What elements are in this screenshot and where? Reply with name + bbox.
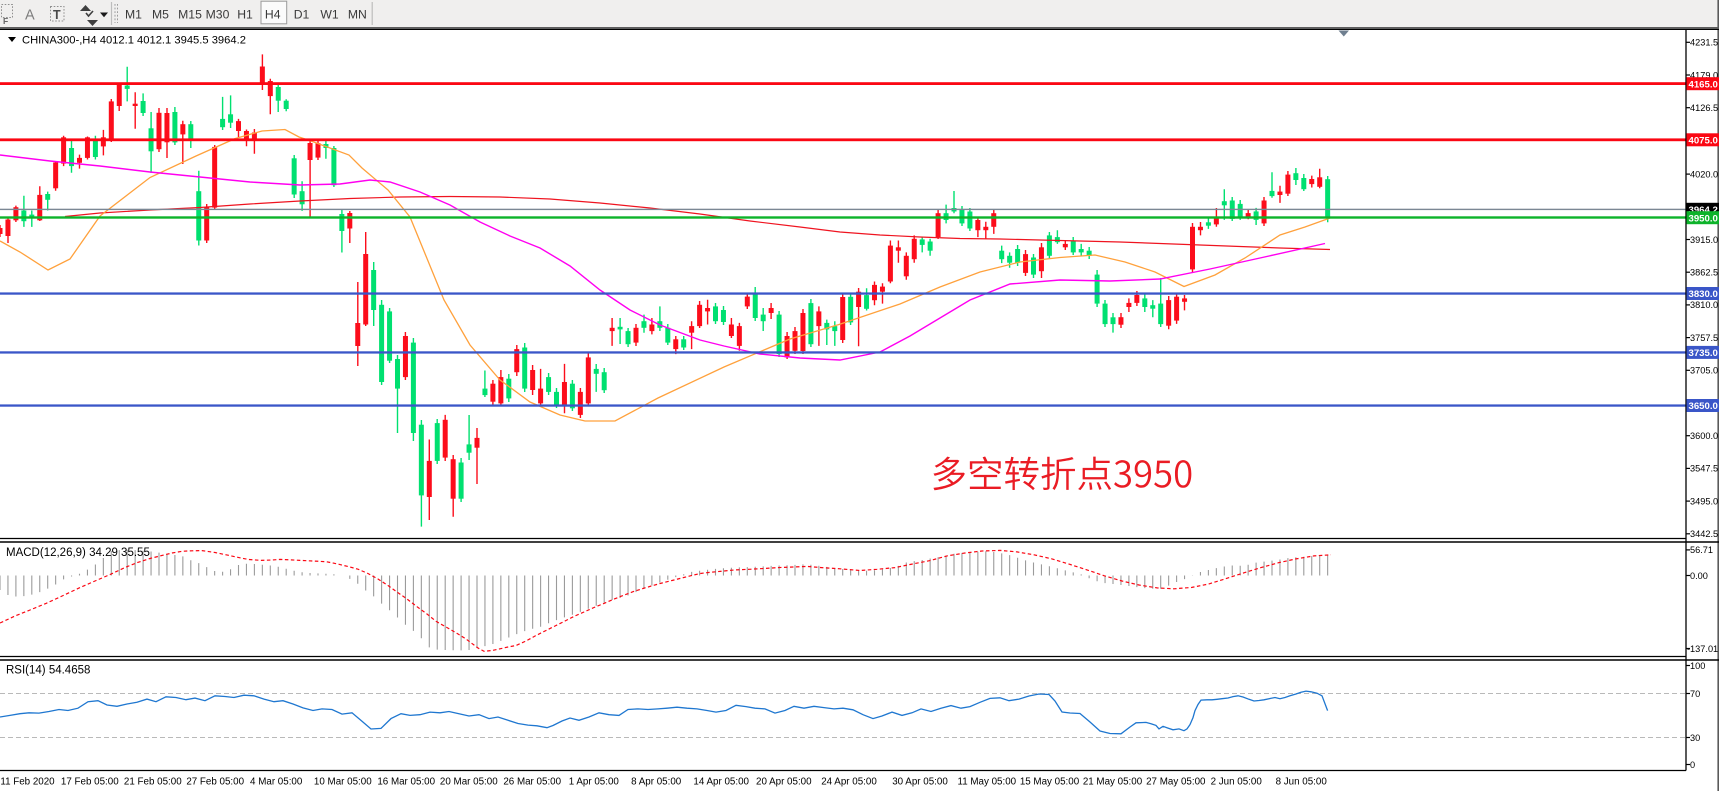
svg-text:30: 30 (1690, 733, 1700, 743)
svg-text:3810.0: 3810.0 (1690, 300, 1718, 310)
svg-text:W1: W1 (320, 8, 339, 22)
svg-text:11 May 05:00: 11 May 05:00 (957, 777, 1016, 788)
svg-text:30 Apr 05:00: 30 Apr 05:00 (892, 777, 948, 788)
svg-text:F: F (3, 16, 8, 26)
svg-text:14 Apr 05:00: 14 Apr 05:00 (693, 777, 749, 788)
svg-text:2 Jun 05:00: 2 Jun 05:00 (1211, 777, 1263, 788)
svg-text:10 Mar 05:00: 10 Mar 05:00 (314, 777, 372, 788)
svg-text:M15: M15 (178, 8, 202, 22)
svg-text:8 Jun 05:00: 8 Jun 05:00 (1276, 777, 1328, 788)
svg-text:70: 70 (1690, 689, 1700, 699)
svg-text:4179.0: 4179.0 (1690, 70, 1718, 80)
svg-text:100: 100 (1690, 661, 1705, 671)
svg-text:24 Apr 05:00: 24 Apr 05:00 (821, 777, 877, 788)
svg-text:26 Mar 05:00: 26 Mar 05:00 (503, 777, 561, 788)
svg-text:3915.0: 3915.0 (1690, 235, 1718, 245)
svg-text:27 May 05:00: 27 May 05:00 (1146, 777, 1206, 788)
svg-text:M30: M30 (206, 8, 230, 22)
svg-text:17 Feb 05:00: 17 Feb 05:00 (61, 777, 119, 788)
svg-text:3547.5: 3547.5 (1690, 464, 1718, 474)
svg-text:MN: MN (348, 8, 367, 22)
svg-text:H1: H1 (237, 8, 253, 22)
svg-text:21 Feb 05:00: 21 Feb 05:00 (124, 777, 182, 788)
svg-text:CHINA300-,H4 4012.1 4012.1 39: CHINA300-,H4 4012.1 4012.1 3945.5 3964.2 (22, 35, 246, 47)
svg-text:3650.0: 3650.0 (1689, 401, 1718, 412)
svg-text:-137.01: -137.01 (1687, 644, 1718, 654)
svg-text:4165.0: 4165.0 (1689, 79, 1718, 90)
svg-text:3495.0: 3495.0 (1690, 496, 1718, 506)
svg-text:20 Apr 05:00: 20 Apr 05:00 (756, 777, 812, 788)
svg-text:0.00: 0.00 (1690, 571, 1708, 581)
svg-text:D1: D1 (294, 8, 310, 22)
svg-text:A: A (25, 8, 35, 24)
svg-text:8 Apr 05:00: 8 Apr 05:00 (631, 777, 682, 788)
svg-text:3600.0: 3600.0 (1690, 431, 1718, 441)
svg-text:27 Feb 05:00: 27 Feb 05:00 (186, 777, 244, 788)
svg-text:3735.0: 3735.0 (1689, 348, 1718, 359)
svg-text:0: 0 (1690, 760, 1695, 770)
svg-text:3964.2: 3964.2 (1689, 205, 1718, 216)
svg-text:56.71: 56.71 (1690, 545, 1713, 555)
svg-text:3442.5: 3442.5 (1690, 529, 1718, 539)
svg-text:4 Mar 05:00: 4 Mar 05:00 (250, 777, 303, 788)
svg-text:1 Apr 05:00: 1 Apr 05:00 (569, 777, 620, 788)
svg-text:15 May 05:00: 15 May 05:00 (1020, 777, 1080, 788)
svg-text:4126.5: 4126.5 (1690, 103, 1718, 113)
svg-text:3862.5: 3862.5 (1690, 268, 1718, 278)
svg-text:T: T (53, 8, 61, 22)
svg-text:M1: M1 (125, 8, 142, 22)
svg-text:3705.0: 3705.0 (1690, 366, 1718, 376)
svg-text:4075.0: 4075.0 (1689, 135, 1718, 146)
svg-text:21 May 05:00: 21 May 05:00 (1083, 777, 1143, 788)
svg-text:20 Mar 05:00: 20 Mar 05:00 (440, 777, 498, 788)
svg-text:11 Feb 2020: 11 Feb 2020 (0, 777, 55, 788)
svg-text:H4: H4 (265, 8, 281, 22)
svg-text:3757.5: 3757.5 (1690, 333, 1718, 343)
svg-text:3950.0: 3950.0 (1689, 213, 1718, 224)
svg-text:RSI(14) 54.4658: RSI(14) 54.4658 (6, 665, 90, 677)
svg-text:M5: M5 (152, 8, 169, 22)
svg-text:3830.0: 3830.0 (1689, 289, 1718, 300)
svg-text:16 Mar 05:00: 16 Mar 05:00 (377, 777, 435, 788)
svg-text:4231.5: 4231.5 (1690, 38, 1718, 48)
svg-text:4020.0: 4020.0 (1690, 169, 1718, 179)
svg-text:MACD(12,26,9) 34.29 35.55: MACD(12,26,9) 34.29 35.55 (6, 547, 150, 559)
